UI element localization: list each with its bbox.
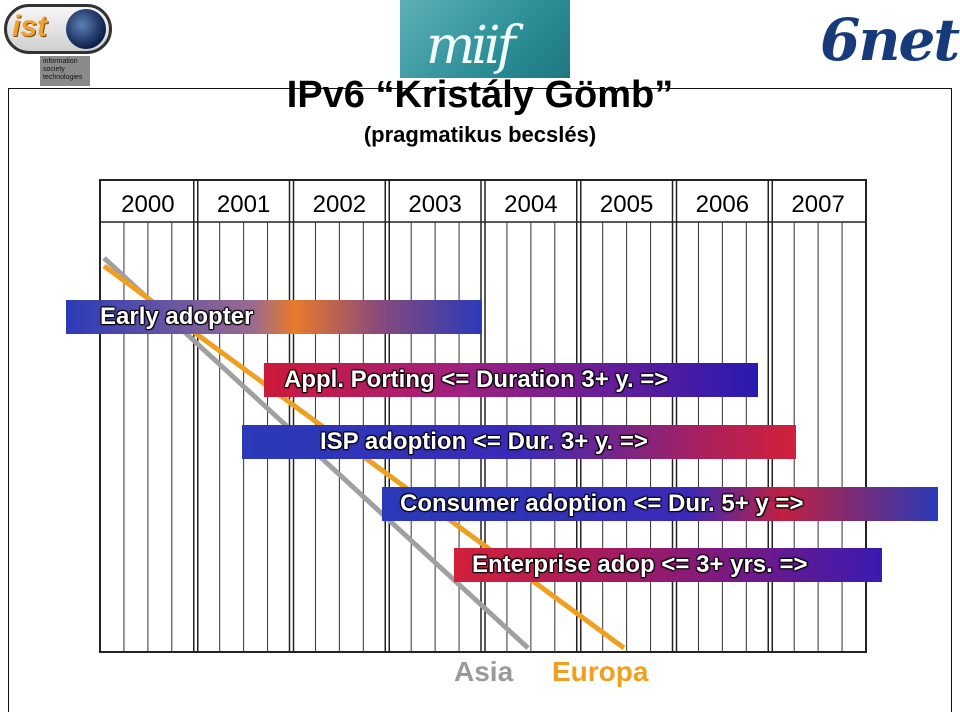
year-label: 2004 bbox=[504, 191, 557, 218]
miif-logo: miif bbox=[400, 0, 570, 78]
globe-icon bbox=[66, 9, 106, 49]
6net-logo: 6net bbox=[818, 0, 960, 84]
legend-asia: Asia bbox=[454, 656, 514, 687]
ist-logo-caption: information society technologies bbox=[40, 56, 90, 86]
slide-frame bbox=[8, 88, 952, 712]
ist-caption-line: technologies bbox=[43, 74, 83, 81]
ist-caption-line: society bbox=[43, 66, 65, 73]
year-label: 2001 bbox=[217, 191, 270, 218]
year-label: 2006 bbox=[696, 191, 749, 218]
phase-bar-isp-adoption: ISP adoption <= Dur. 3+ y. => bbox=[242, 425, 796, 459]
phase-bar-early-adopter: Early adopter bbox=[66, 300, 482, 334]
year-label: 2005 bbox=[600, 191, 653, 218]
year-label: 2000 bbox=[121, 191, 174, 218]
year-labels: 2000 2001 2002 2003 2004 2005 2006 2007 bbox=[121, 191, 845, 218]
page-subtitle: (pragmatikus becslés) bbox=[363, 122, 597, 147]
year-label: 2002 bbox=[313, 191, 366, 218]
phase-bar-appl-porting: Appl. Porting <= Duration 3+ y. => bbox=[264, 363, 758, 397]
year-label: 2003 bbox=[408, 191, 461, 218]
grid-outline bbox=[99, 179, 867, 653]
ist-caption-line: information bbox=[43, 58, 78, 65]
ist-logo-text: ist bbox=[12, 10, 48, 43]
miif-logo-text: miif bbox=[426, 16, 516, 76]
legend-europa: Europa bbox=[552, 656, 649, 687]
year-label: 2007 bbox=[791, 191, 844, 218]
ist-logo: ist information society technologies bbox=[0, 0, 120, 88]
phase-bar-consumer-adoption: Consumer adoption <= Dur. 5+ y => bbox=[382, 487, 938, 521]
6net-logo-text: 6net bbox=[820, 6, 960, 74]
phase-bar-enterprise-adoption: Enterprise adop <= 3+ yrs. => bbox=[454, 548, 882, 582]
page-title: IPv6 “Kristály Gömb” bbox=[286, 74, 674, 116]
